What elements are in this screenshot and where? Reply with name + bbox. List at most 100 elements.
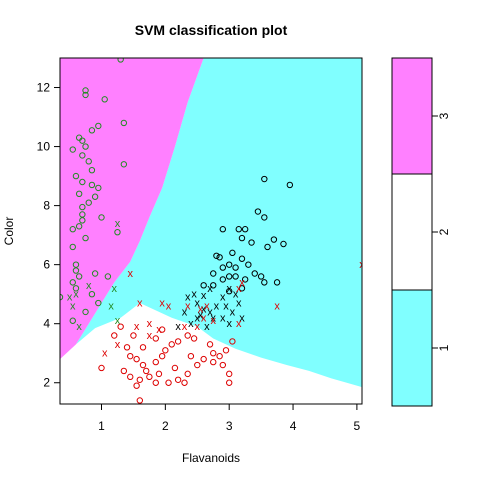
data-point-class-3: [88, 290, 96, 298]
data-point-class-1: [130, 332, 137, 339]
support-vector-class-1: x: [204, 300, 210, 312]
data-point-class-3: [82, 91, 89, 99]
support-vector-class-1: x: [115, 339, 121, 351]
data-point-class-3: [120, 119, 128, 127]
support-vector-class-1: x: [274, 300, 280, 312]
support-vector-class-1: x: [137, 298, 143, 310]
support-vector-class-1: x: [156, 324, 162, 336]
data-point-class-3: [101, 96, 108, 103]
data-point-class-3: [69, 146, 76, 153]
legend-swatch-1: [391, 289, 433, 407]
data-point-class-1: [225, 379, 233, 386]
y-tick-label: 6: [43, 258, 50, 272]
support-vector-class-2: x: [191, 289, 197, 301]
data-point-class-3: [75, 190, 83, 198]
support-vector-class-3: x: [86, 280, 92, 292]
support-vector-class-2: x: [204, 321, 210, 333]
data-point-class-1: [133, 382, 140, 389]
data-point-class-1: [139, 361, 147, 369]
data-point-class-2: [254, 208, 262, 215]
support-vector-class-2: x: [201, 290, 207, 302]
data-point-class-2: [270, 236, 278, 243]
support-vector-class-2: x: [230, 306, 236, 318]
data-point-class-1: [181, 379, 188, 386]
support-vector-class-2: x: [195, 312, 201, 324]
support-vector-class-1: x: [359, 259, 365, 271]
data-point-class-2: [232, 273, 239, 280]
data-point-class-3: [79, 152, 86, 159]
data-point-class-1: [127, 352, 134, 360]
support-vector-class-2: x: [207, 306, 213, 318]
data-point-class-2: [248, 239, 255, 246]
data-point-class-3: [95, 122, 102, 130]
y-axis: 2 4 6 8 10 12: [37, 81, 60, 390]
data-point-class-2: [286, 181, 294, 189]
data-point-class-2: [280, 240, 287, 248]
data-point-class-2: [257, 273, 265, 280]
data-point-class-1: [194, 361, 201, 369]
support-vector-class-1: x: [134, 321, 140, 333]
data-point-class-1: [136, 397, 144, 404]
data-point-class-1: [152, 335, 159, 342]
data-point-class-2: [232, 264, 239, 271]
data-point-class-3: [104, 273, 112, 280]
x-tick-label: 2: [162, 419, 169, 433]
support-vector-class-3: x: [76, 321, 82, 333]
data-point-class-2: [245, 261, 252, 268]
support-vector-class-1: x: [236, 318, 242, 330]
data-point-class-2: [219, 226, 227, 233]
data-point-class-1: [158, 326, 166, 333]
data-point-class-3: [75, 273, 83, 280]
support-vector-class-1: x: [102, 348, 108, 360]
legend-label-2: 2: [437, 228, 451, 235]
data-point-class-1: [158, 352, 166, 360]
class-3-region: [60, 58, 204, 360]
data-point-class-3: [82, 87, 89, 94]
data-point-class-3: [117, 58, 124, 63]
legend-label-3: 3: [437, 112, 451, 119]
data-point-class-3: [69, 243, 76, 251]
support-vector-class-3: x: [115, 315, 121, 327]
y-tick-label: 10: [37, 140, 51, 154]
x-tick-label: 4: [290, 419, 297, 433]
x-tick-label: 3: [226, 419, 233, 433]
support-vector-class-3: x: [112, 283, 118, 295]
data-point-class-3: [72, 285, 80, 292]
data-point-class-2: [200, 282, 207, 289]
support-vector-class-2: x: [198, 309, 204, 321]
support-vector-class-3: x: [70, 300, 76, 312]
data-point-class-2: [273, 279, 281, 286]
support-vector-class-2: x: [239, 312, 245, 324]
support-vector-class-1: x: [182, 321, 188, 333]
data-point-class-2: [225, 261, 233, 268]
data-point-class-1: [98, 364, 105, 372]
data-point-class-1: [152, 358, 159, 366]
data-point-class-1: [162, 347, 169, 354]
data-point-class-1: [165, 379, 172, 386]
support-vector-class-1: x: [210, 315, 216, 327]
data-point-class-1: [222, 347, 230, 354]
data-point-class-3: [69, 279, 76, 286]
support-vector-class-3: x: [108, 300, 114, 312]
data-point-class-3: [88, 181, 96, 189]
data-point-class-1: [139, 344, 147, 351]
support-vector-class-2: x: [210, 312, 216, 324]
support-vector-class-2: x: [226, 318, 232, 330]
support-vector-class-3: x: [67, 292, 73, 304]
data-point-class-1: [155, 370, 163, 378]
support-vector-class-1: x: [198, 303, 204, 315]
y-tick-label: 8: [43, 199, 50, 213]
data-point-class-2: [216, 254, 223, 261]
data-point-class-1: [210, 358, 217, 366]
data-point-class-2: [219, 276, 227, 283]
support-vector-class-2: x: [220, 312, 226, 324]
data-point-class-3: [82, 234, 89, 242]
data-point-class-3: [85, 158, 92, 165]
data-point-class-2: [238, 255, 246, 262]
data-point-class-3: [79, 211, 86, 218]
data-point-class-3: [72, 172, 80, 180]
data-point-class-2: [241, 226, 249, 233]
data-point-class-1: [219, 361, 227, 369]
x-tick-label: 5: [354, 419, 361, 433]
data-point-class-2: [264, 243, 271, 251]
